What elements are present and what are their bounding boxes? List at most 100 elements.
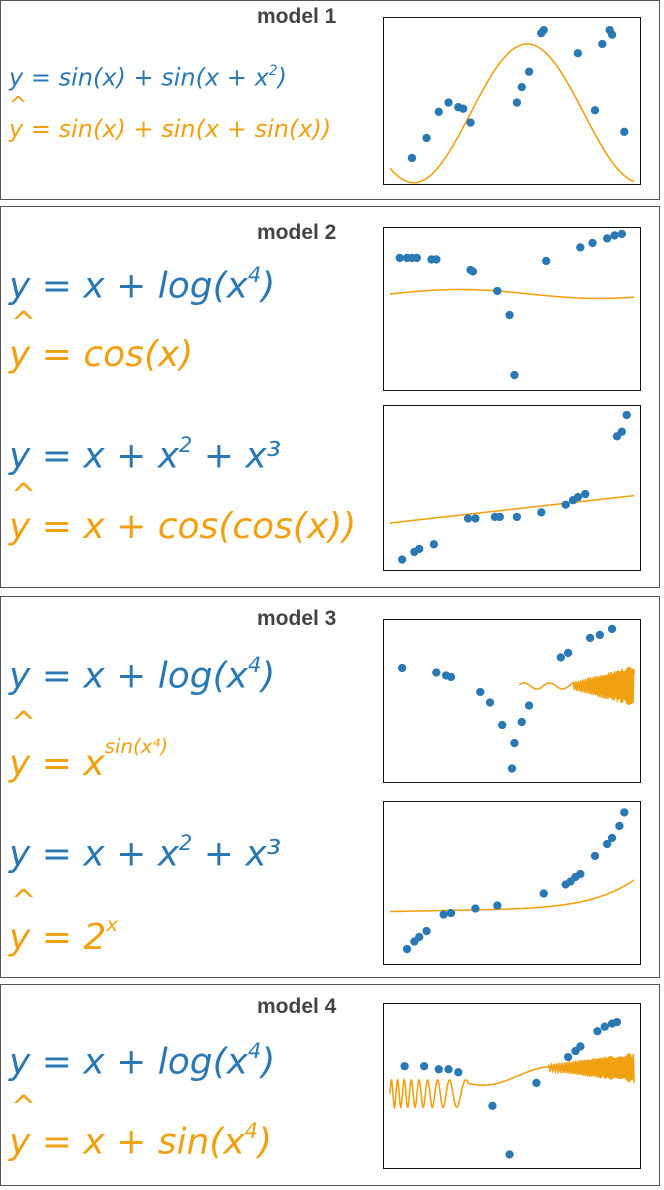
model-3-panel: model 3 y = x + log(x4) ^ y = xsin(x⁴) y… bbox=[0, 596, 660, 978]
scatter-plot bbox=[389, 808, 635, 954]
data-point bbox=[576, 869, 585, 879]
data-point bbox=[603, 839, 612, 849]
data-point bbox=[510, 370, 519, 380]
data-point bbox=[507, 764, 517, 773]
model-1-plot bbox=[383, 17, 641, 185]
data-point bbox=[600, 1022, 609, 1031]
data-point bbox=[471, 904, 480, 913]
model-1-title: model 1 bbox=[257, 5, 337, 28]
true-equation: y = x + log(x4) bbox=[9, 653, 276, 697]
data-point bbox=[612, 1017, 622, 1027]
data-point bbox=[617, 427, 627, 436]
data-point bbox=[459, 104, 468, 113]
data-point bbox=[471, 514, 480, 523]
data-point bbox=[532, 1078, 541, 1088]
data-point bbox=[620, 127, 629, 136]
data-point bbox=[585, 633, 595, 643]
model-2-plot-top bbox=[383, 227, 641, 391]
hat-symbol: ^ bbox=[11, 706, 37, 741]
data-point bbox=[454, 1068, 463, 1077]
data-point bbox=[444, 98, 453, 107]
data-point bbox=[432, 668, 441, 677]
data-point bbox=[488, 1101, 497, 1110]
data-point bbox=[542, 256, 551, 266]
model-3-title: model 3 bbox=[257, 607, 337, 630]
predicted-curve bbox=[389, 1053, 635, 1110]
data-point bbox=[590, 851, 600, 861]
data-point bbox=[607, 30, 617, 39]
scatter-plot bbox=[389, 229, 635, 380]
true-equation: y = x + x2 + x³ bbox=[9, 831, 282, 875]
data-point bbox=[622, 410, 631, 420]
data-point bbox=[422, 133, 431, 143]
hat-symbol: ^ bbox=[9, 93, 28, 118]
hat-symbol: ^ bbox=[11, 1090, 37, 1125]
data-point bbox=[620, 808, 629, 817]
scatter-plot bbox=[397, 624, 635, 773]
model-3-plot-bottom bbox=[383, 801, 641, 965]
data-point bbox=[432, 255, 441, 264]
data-point bbox=[539, 25, 548, 35]
data-point bbox=[493, 286, 502, 296]
data-point bbox=[563, 648, 573, 658]
data-point bbox=[615, 821, 624, 831]
model-3-plot-top bbox=[383, 619, 641, 783]
data-point bbox=[598, 39, 607, 49]
predicted-curve bbox=[389, 288, 635, 300]
data-point bbox=[400, 1062, 409, 1071]
data-point bbox=[485, 698, 495, 707]
data-point bbox=[505, 310, 514, 320]
data-point bbox=[576, 1042, 585, 1051]
predicted-curve bbox=[389, 43, 635, 184]
data-point bbox=[397, 555, 407, 564]
scatter-plot bbox=[389, 1017, 635, 1159]
data-point bbox=[524, 67, 534, 76]
data-point bbox=[610, 231, 619, 240]
data-point bbox=[607, 624, 617, 634]
data-point bbox=[595, 630, 605, 640]
predicted-equation: ^ y = x + cos(cos(x)) bbox=[9, 478, 357, 547]
data-point bbox=[415, 544, 424, 554]
model-2-plot-bottom bbox=[383, 405, 641, 571]
data-point bbox=[466, 118, 475, 127]
data-point bbox=[607, 833, 617, 843]
data-point bbox=[446, 908, 456, 918]
data-point bbox=[576, 243, 585, 252]
data-point bbox=[415, 932, 424, 942]
data-point bbox=[439, 910, 448, 919]
true-equation: y = x + log(x4) bbox=[9, 1039, 276, 1083]
data-point bbox=[517, 82, 526, 92]
predicted-curve bbox=[518, 666, 635, 705]
data-point bbox=[463, 514, 473, 523]
data-point bbox=[603, 234, 612, 243]
true-equation: y = x + log(x4) bbox=[9, 263, 276, 307]
data-point bbox=[476, 687, 485, 697]
model-2-panel: model 2 y = x + log(x4) ^ y = cos(x) y =… bbox=[0, 206, 660, 588]
predicted-equation: ^ y = sin(x) + sin(x + sin(x)) bbox=[9, 93, 332, 143]
scatter-plot bbox=[389, 25, 635, 184]
data-point bbox=[419, 1062, 429, 1071]
model-1-panel: model 1 y = sin(x) + sin(x + x2) ^ y = s… bbox=[0, 0, 660, 200]
data-point bbox=[510, 738, 519, 748]
data-point bbox=[412, 253, 421, 263]
data-point bbox=[588, 238, 597, 248]
hat-symbol: ^ bbox=[11, 884, 37, 919]
data-point bbox=[444, 1065, 453, 1074]
hat-symbol: ^ bbox=[11, 478, 37, 513]
data-point bbox=[498, 720, 507, 730]
data-point bbox=[402, 944, 412, 954]
model-4-plot bbox=[383, 1003, 641, 1169]
scatter-plot bbox=[389, 410, 635, 564]
data-point bbox=[524, 701, 534, 710]
predicted-equation: ^ y = xsin(x⁴) bbox=[9, 706, 169, 784]
data-point bbox=[495, 512, 504, 522]
model-4-title: model 4 bbox=[257, 995, 337, 1018]
predicted-equation: ^ y = 2x bbox=[9, 884, 118, 958]
true-equation: y = x + x2 + x³ bbox=[9, 433, 282, 477]
data-point bbox=[561, 500, 570, 509]
data-point bbox=[573, 492, 583, 502]
data-point bbox=[539, 889, 548, 898]
data-point bbox=[537, 508, 546, 517]
data-point bbox=[468, 267, 478, 276]
predicted-equation: ^ y = cos(x) bbox=[9, 306, 194, 375]
